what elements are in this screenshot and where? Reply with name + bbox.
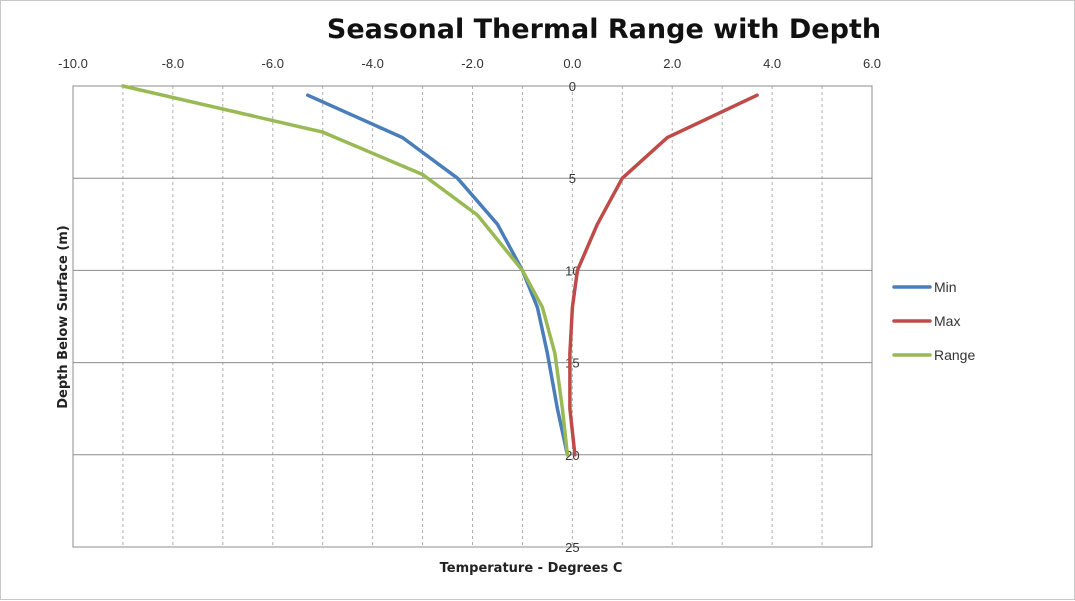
legend-label-min: Min: [934, 279, 957, 295]
legend-label-range: Range: [934, 347, 975, 363]
series-lines: [121, 84, 759, 457]
chart-title: Seasonal Thermal Range with Depth: [327, 14, 881, 45]
x-tick-label: 2.0: [663, 56, 681, 71]
x-tick-label: -6.0: [262, 56, 284, 71]
y-tick-label: 5: [569, 171, 576, 186]
legend: Min Max Range: [892, 279, 975, 363]
series-line-range: [121, 84, 570, 457]
series-line-max: [568, 93, 759, 457]
x-tick-label: -8.0: [162, 56, 184, 71]
plot-area-border: [72, 85, 873, 548]
x-axis-title: Temperature - Degrees C: [440, 561, 623, 576]
x-tick-labels: -10.0 -8.0 -6.0 -4.0 -2.0 0.0 2.0 4.0 6.0: [58, 56, 881, 71]
y-tick-label: 0: [569, 79, 576, 94]
y-tick-label: 25: [565, 540, 579, 555]
series-line-min: [305, 93, 570, 457]
legend-label-max: Max: [934, 313, 960, 329]
x-tick-label: -2.0: [461, 56, 483, 71]
y-tick-label: 15: [565, 356, 579, 371]
y-axis-title: Depth Below Surface (m): [56, 225, 71, 409]
x-tick-label: 0.0: [563, 56, 581, 71]
x-tick-label: 6.0: [863, 56, 881, 71]
x-tick-label: -10.0: [58, 56, 88, 71]
grid: [73, 86, 872, 547]
x-tick-label: -4.0: [361, 56, 383, 71]
x-tick-label: 4.0: [763, 56, 781, 71]
